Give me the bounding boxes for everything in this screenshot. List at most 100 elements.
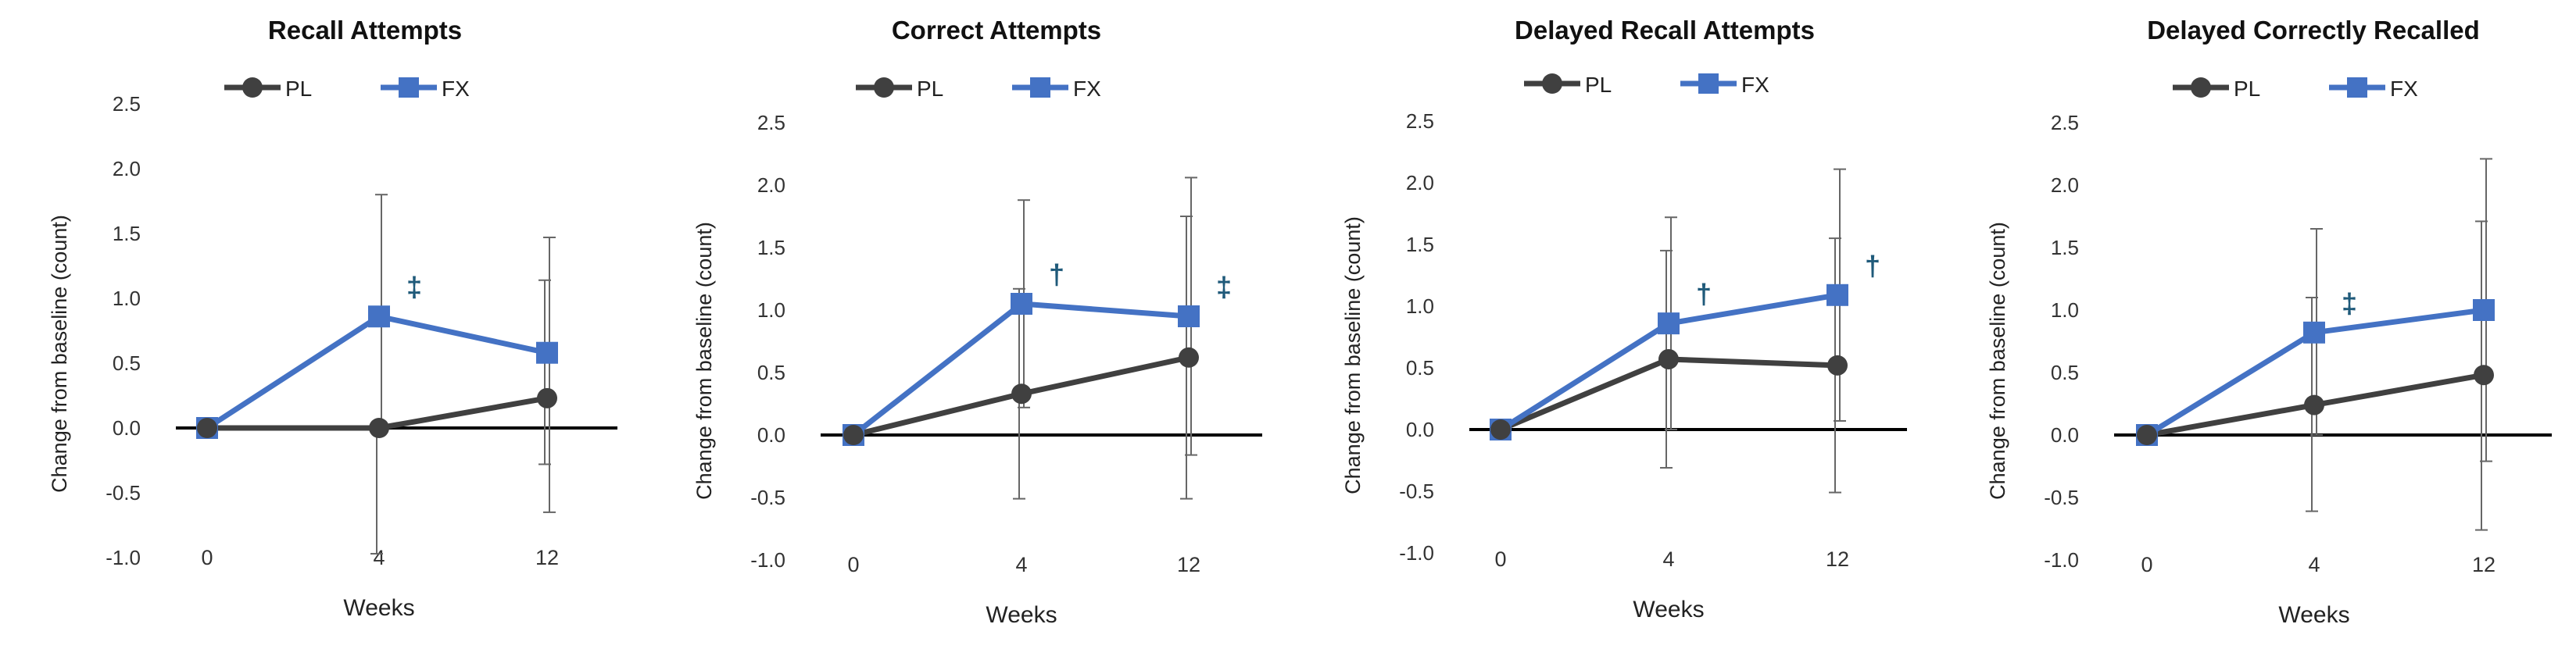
data-point-fx [1826,283,1848,306]
data-point-fx [1658,312,1680,335]
y-tick-label: -0.5 [1399,480,1434,503]
x-axis-label: Weeks [1633,597,1704,622]
y-tick-label: -1.0 [2044,548,2079,572]
legend-marker-circle [242,77,263,98]
y-tick-label: 2.5 [757,111,785,134]
y-tick-label: 1.5 [113,222,141,245]
x-tick-label: 0 [201,546,213,569]
legend-label-fx: FX [2390,77,2418,101]
y-axis-label: Change from baseline (count) [692,222,716,500]
y-tick-label: 2.5 [2051,111,2079,134]
data-point-pl [2474,365,2494,386]
x-axis-label: Weeks [986,602,1057,628]
x-tick-label: 4 [373,546,385,569]
data-point-pl [1179,347,1199,368]
chart-panel-1: Recall Attempts PL FX 2.5 2.0 1.5 1.0 0.5 0.0 -0.… [48,16,617,621]
significance-marker: † [1049,259,1064,291]
y-tick-label: 1.0 [113,287,141,310]
data-point-fx [1011,293,1032,315]
y-tick-label: 2.0 [2051,173,2079,197]
legend-label-fx: FX [1073,77,1101,101]
y-tick-label: -0.5 [750,486,785,509]
y-tick-label: 0.5 [757,361,785,384]
x-tick-label: 12 [535,546,559,569]
chart-title: Delayed Recall Attempts [1515,16,1815,45]
data-point-pl [2137,425,2157,445]
legend-marker-square [2347,77,2367,98]
x-tick-label: 4 [1015,553,1027,576]
legend-label-fx: FX [442,77,470,101]
data-point-pl [1011,383,1032,405]
legend-marker-circle [874,77,894,98]
y-tick-label: 2.0 [1406,171,1434,194]
data-point-pl [1658,348,1679,369]
data-point-pl [369,418,389,438]
legend: PL FX [224,77,470,101]
legend: PL FX [856,77,1101,101]
data-point-pl [537,387,557,408]
y-tick-label: 1.0 [1406,294,1434,318]
x-tick-label: 4 [1662,547,1674,571]
y-tick-label: 0.5 [1406,356,1434,380]
significance-marker: ‡ [406,271,422,303]
x-tick-label: 0 [2141,553,2152,576]
significance-marker: † [1696,278,1712,310]
data-point-fx [1178,305,1200,327]
x-tick-label: 4 [2308,553,2320,576]
y-tick-label: -1.0 [1399,541,1434,565]
y-tick-label: 0.5 [113,351,141,375]
y-tick-label: -0.5 [106,481,141,505]
legend-label-pl: PL [285,77,312,101]
series-line-fx [206,313,548,430]
x-tick-label: 12 [1177,553,1200,576]
chart-panel-4: Delayed Correctly Recalled PL FX 2.5 2.0 1.5 1… [1986,16,2552,628]
data-point-fx [2473,299,2495,321]
y-tick-label: -1.0 [106,546,141,569]
x-tick-label: 12 [1826,547,1849,571]
y-tick-label: 0.0 [113,416,141,440]
significance-marker: ‡ [2342,287,2357,319]
y-tick-label: 1.5 [2051,236,2079,259]
chart-title: Recall Attempts [268,16,462,45]
x-axis-label: Weeks [343,595,414,621]
data-point-fx [368,305,390,328]
y-tick-label: 2.5 [1406,109,1434,133]
y-tick-label: 2.5 [113,92,141,116]
y-tick-label: 1.0 [757,298,785,322]
chart-panel-2: Correct Attempts PL FX 2.5 2.0 1.5 1.0 0.5 0.0 -0… [692,16,1262,628]
legend-marker-square [1030,77,1050,98]
y-axis-label: Change from baseline (count) [1341,216,1365,494]
y-tick-label: 2.0 [113,157,141,180]
x-tick-label: 12 [2472,553,2496,576]
x-tick-label: 0 [847,553,859,576]
significance-marker: † [1865,250,1880,282]
legend-label-pl: PL [1585,73,1612,97]
legend-marker-circle [2191,77,2211,98]
legend-label-pl: PL [2234,77,2260,101]
y-tick-label: 0.0 [757,423,785,447]
legend: PL FX [1524,73,1769,97]
y-tick-label: 1.5 [1406,233,1434,256]
data-point-pl [843,425,864,445]
y-tick-label: 2.0 [757,173,785,197]
legend: PL FX [2173,77,2418,101]
data-point-fx [2303,321,2325,344]
data-point-pl [1827,355,1848,376]
legend-label-fx: FX [1741,73,1769,97]
x-tick-label: 0 [1494,547,1506,571]
data-point-pl [197,418,217,438]
chart-title: Delayed Correctly Recalled [2147,16,2480,45]
significance-marker: ‡ [1216,271,1232,303]
legend-marker-circle [1542,73,1562,94]
y-tick-label: -0.5 [2044,486,2079,509]
y-tick-label: 0.0 [2051,423,2079,447]
data-point-pl [1490,419,1511,440]
chart-title: Correct Attempts [892,16,1101,45]
series-line-pl [1499,356,1838,433]
data-point-pl [2304,394,2324,415]
y-tick-label: 0.5 [2051,361,2079,384]
chart-panel-3: Delayed Recall Attempts PL FX 2.5 2.0 1.5 1.0 0… [1341,16,1907,622]
data-point-fx [536,341,558,364]
y-tick-label: 0.0 [1406,418,1434,441]
